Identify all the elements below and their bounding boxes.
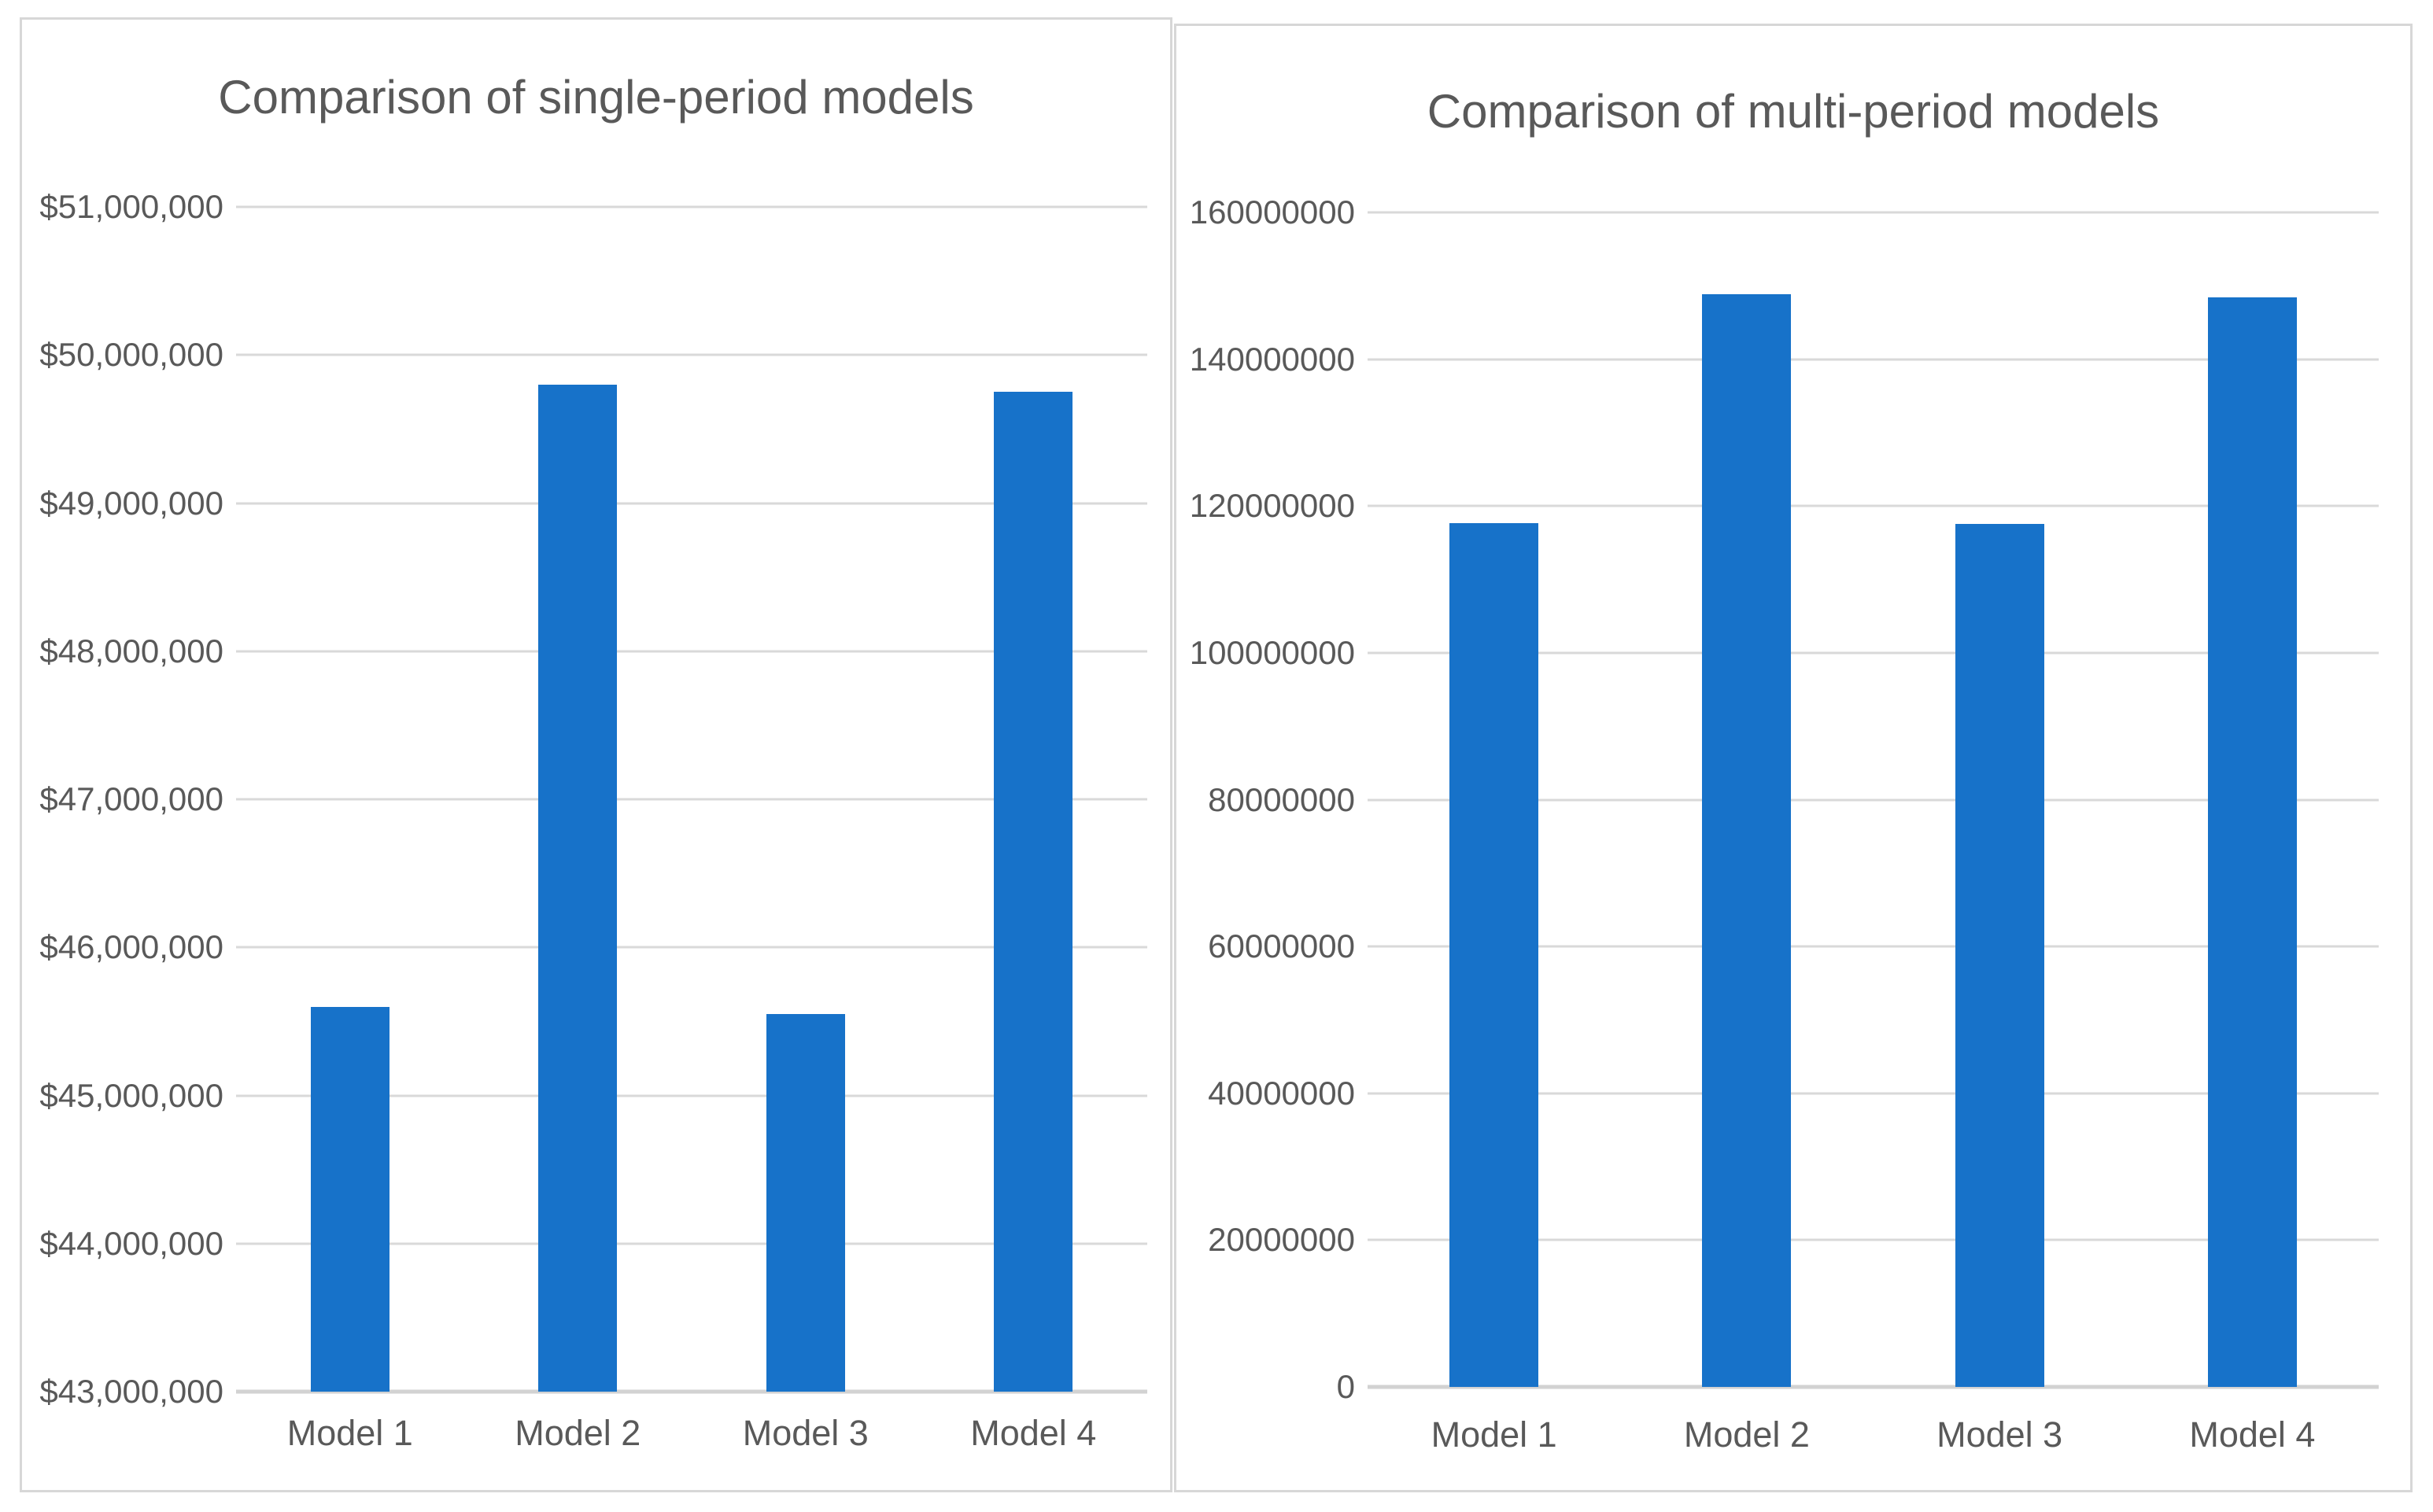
y-axis-tick-label: 60000000: [1208, 927, 1355, 965]
chart-panel-single-period[interactable]: Comparison of single-period models $51,0…: [20, 17, 1172, 1492]
gridline: [236, 353, 1147, 356]
bar-model-1[interactable]: [310, 1006, 390, 1392]
x-axis-category-label: Model 1: [1431, 1414, 1557, 1455]
y-axis-tick-label: 160000000: [1189, 194, 1355, 230]
x-axis-category-label: Model 2: [515, 1413, 641, 1453]
gridline: [236, 1094, 1147, 1097]
y-axis-tick-label: $43,000,000: [39, 1373, 223, 1410]
bar-model-4[interactable]: [994, 392, 1073, 1392]
y-axis-tick-label: $45,000,000: [39, 1076, 223, 1114]
y-axis-tick-label: 140000000: [1189, 340, 1355, 378]
gridline: [236, 946, 1147, 949]
y-axis-tick-label: 120000000: [1189, 487, 1355, 525]
plot-area: 160000000 140000000 120000000 100000000 8000…: [1176, 26, 2410, 1490]
gridline: [1368, 504, 2379, 507]
gridline: [1368, 1238, 2379, 1241]
gridline: [1368, 1092, 2379, 1095]
plot-area: $51,000,000 $50,000,000 $49,000,000 $48,000…: [22, 20, 1170, 1490]
x-axis-line: [236, 1389, 1147, 1394]
gridline: [1368, 651, 2379, 655]
gridline: [236, 1242, 1147, 1245]
y-axis-tick-label: $49,000,000: [39, 484, 223, 522]
gridline: [1368, 211, 2379, 214]
bar-model-1[interactable]: [1449, 522, 1539, 1387]
bar-model-3[interactable]: [1955, 523, 2044, 1387]
y-axis-tick-label: 40000000: [1208, 1074, 1355, 1112]
gridline: [1368, 798, 2379, 801]
chart-panel-multi-period[interactable]: Comparison of multi-period models 160000…: [1174, 24, 2413, 1492]
gridline: [1368, 945, 2379, 948]
y-axis-tick-label: 100000000: [1189, 633, 1355, 671]
y-axis-tick-label: $51,000,000: [39, 188, 223, 225]
gridline: [236, 205, 1147, 208]
gridline: [236, 502, 1147, 504]
gridline: [236, 798, 1147, 801]
y-axis-tick-label: 20000000: [1208, 1221, 1355, 1259]
y-axis-tick-label: $46,000,000: [39, 928, 223, 966]
x-axis-category-label: Model 4: [970, 1413, 1097, 1453]
gridline: [1368, 358, 2379, 361]
y-axis-tick-label: $47,000,000: [39, 780, 223, 817]
x-axis-line: [1368, 1385, 2379, 1389]
chart-title: Comparison of single-period models: [218, 71, 974, 124]
bar-model-3[interactable]: [766, 1013, 845, 1392]
x-axis-category-label: Model 2: [1683, 1414, 1810, 1455]
bar-model-4[interactable]: [2207, 297, 2297, 1387]
bar-model-2[interactable]: [1702, 293, 1792, 1387]
x-axis-category-label: Model 3: [742, 1413, 869, 1453]
bar-model-2[interactable]: [538, 384, 618, 1392]
y-axis-tick-label: $44,000,000: [39, 1224, 223, 1262]
y-axis-tick-label: 80000000: [1208, 780, 1355, 818]
x-axis-category-label: Model 3: [1936, 1414, 2063, 1455]
x-axis-category-label: Model 4: [2189, 1414, 2316, 1455]
y-axis-tick-label: $50,000,000: [39, 336, 223, 374]
gridline: [236, 650, 1147, 653]
chart-title: Comparison of multi-period models: [1427, 85, 2160, 138]
x-axis-category-label: Model 1: [286, 1413, 413, 1453]
y-axis-tick-label: 0: [1336, 1368, 1355, 1405]
y-axis-tick-label: $48,000,000: [39, 632, 223, 669]
